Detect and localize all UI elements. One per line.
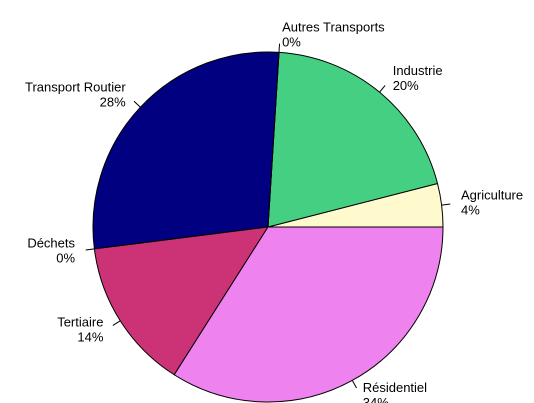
label-tick [379,85,386,93]
slice-label: Agriculture [461,187,523,202]
pie-slice [93,226,269,376]
slice-label: Résidentiel [363,380,427,395]
slice-value-label: 28% [100,95,126,110]
slice-value-label: 4% [461,202,480,217]
pie-slice [92,51,280,250]
slice-label: Tertiaire [57,315,103,330]
label-tick [133,100,141,108]
label-tick [85,248,95,251]
label-tick [441,203,451,206]
slice-value-label: 14% [77,330,103,345]
label-tick [278,43,281,53]
slice-value-label: 34% [363,395,389,403]
slice-label: Autres Transports [282,19,385,34]
slice-label: Transport Routier [25,80,126,95]
slice-label: Déchets [27,236,75,251]
slice-value-label: 0% [282,34,301,49]
label-tick [112,320,121,326]
slice-value-label: 20% [393,78,419,93]
slice-label: Industrie [393,63,443,78]
pie-slice [173,226,444,403]
slice-value-label: 0% [56,251,75,266]
label-tick [351,380,357,389]
